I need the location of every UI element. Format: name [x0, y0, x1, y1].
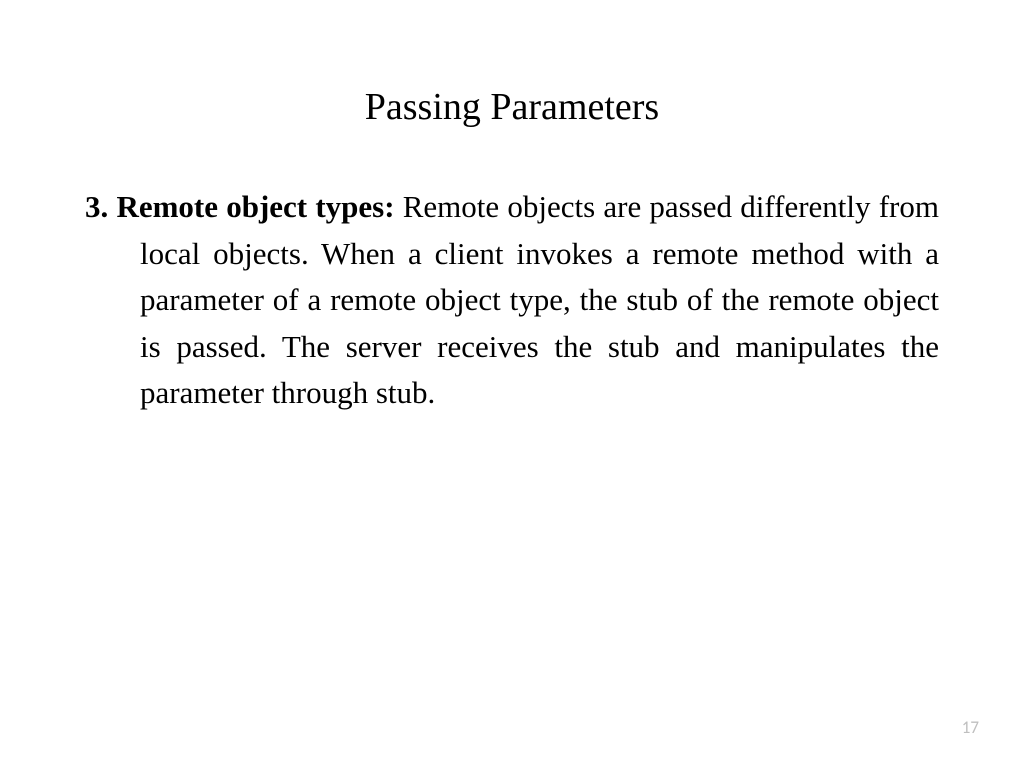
page-number: 17	[962, 717, 979, 738]
item-number: 3.	[85, 189, 116, 224]
list-item: 3. Remote object types: Remote objects a…	[85, 184, 939, 417]
slide-container: Passing Parameters 3. Remote object type…	[0, 0, 1024, 768]
slide-body: 3. Remote object types: Remote objects a…	[75, 184, 949, 417]
slide-title: Passing Parameters	[75, 85, 949, 129]
item-heading: Remote object types:	[116, 189, 402, 224]
